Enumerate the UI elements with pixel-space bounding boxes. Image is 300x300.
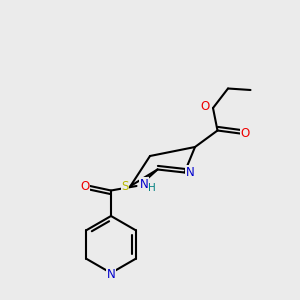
- Text: N: N: [106, 268, 116, 281]
- Text: O: O: [201, 100, 210, 113]
- Text: N: N: [185, 166, 194, 179]
- Text: S: S: [122, 179, 129, 193]
- Text: N: N: [140, 178, 148, 191]
- Text: H: H: [148, 183, 156, 194]
- Text: O: O: [80, 179, 89, 193]
- Text: O: O: [241, 127, 250, 140]
